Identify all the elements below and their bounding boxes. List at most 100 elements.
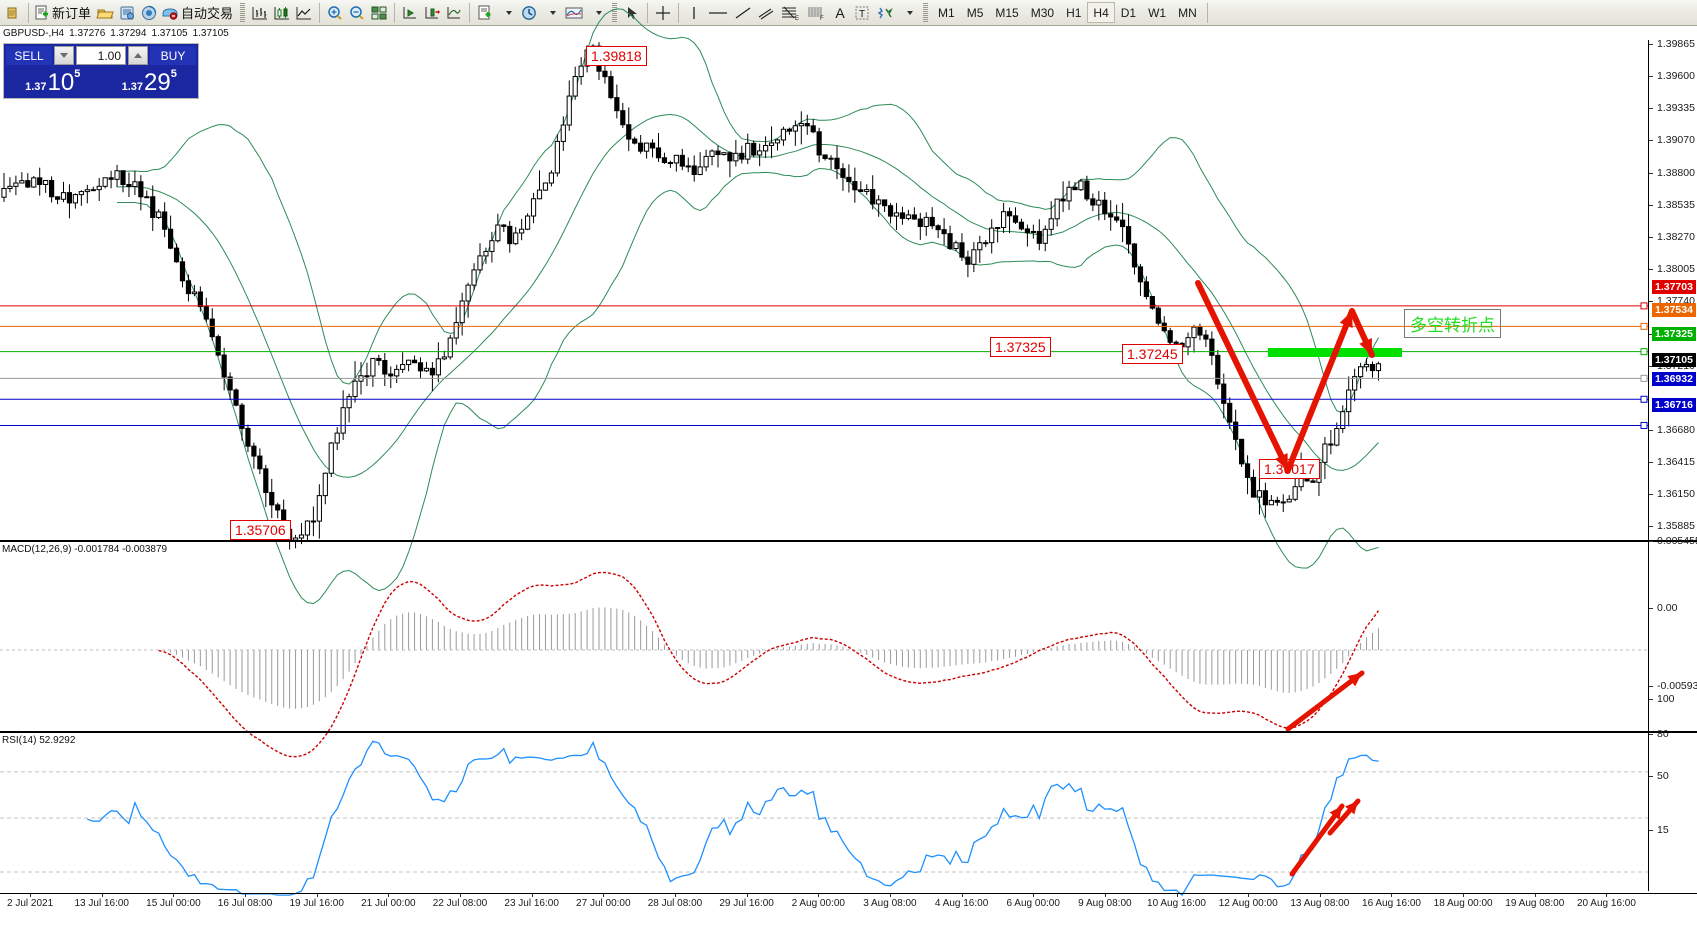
rsi-scale-tick bbox=[1649, 830, 1653, 831]
macd-scale-tick bbox=[1649, 686, 1653, 687]
timeframe-m30[interactable]: M30 bbox=[1030, 5, 1055, 20]
text-label-tool[interactable]: T bbox=[851, 1, 873, 25]
horizontal-line-tool[interactable] bbox=[705, 1, 731, 25]
macd-pane[interactable]: MACD(12,26,9) -0.001784 -0.003879 bbox=[0, 540, 1697, 758]
grid-tool[interactable]: F bbox=[803, 1, 829, 25]
autotrading-button[interactable]: 自动交易 bbox=[160, 1, 236, 25]
cursor-tool[interactable] bbox=[621, 1, 643, 25]
price-pane[interactable]: 多空转折点 1.398181.373251.372451.357061.3601… bbox=[0, 8, 1697, 605]
line-chart-button[interactable] bbox=[293, 1, 315, 25]
price-level-chip[interactable]: 1.37105 bbox=[1652, 353, 1696, 367]
price-level-chip[interactable]: 1.37325 bbox=[1652, 327, 1696, 341]
rsi-scale-label: 100 bbox=[1657, 693, 1675, 705]
macd-scale-label: 0.00 bbox=[1657, 602, 1678, 614]
crosshair-chart-button[interactable] bbox=[443, 1, 465, 25]
volume-input[interactable]: 1.00 bbox=[76, 46, 126, 65]
price-scale-tick bbox=[1649, 365, 1653, 367]
time-axis-tick bbox=[1534, 894, 1536, 897]
sell-button[interactable]: SELL bbox=[6, 46, 52, 65]
toolbar-separator-5 bbox=[647, 2, 649, 23]
price-callout-tag[interactable]: 1.37245 bbox=[1122, 344, 1183, 364]
timeframe-w1[interactable]: W1 bbox=[1148, 5, 1167, 20]
price-callout-tag[interactable]: 1.37325 bbox=[990, 337, 1051, 357]
vertical-line-tool[interactable] bbox=[683, 1, 705, 25]
bar-chart-button[interactable] bbox=[249, 1, 271, 25]
price-scale-label: 1.38270 bbox=[1657, 231, 1695, 244]
fibonacci-tool[interactable]: E bbox=[777, 1, 803, 25]
toolbar-gripper-3[interactable] bbox=[612, 2, 618, 23]
new-order-button[interactable]: 新订单 bbox=[33, 1, 94, 25]
data-window-button[interactable] bbox=[116, 1, 138, 25]
time-axis-tick bbox=[101, 894, 103, 897]
price-level-chip[interactable]: 1.36932 bbox=[1652, 372, 1696, 386]
time-axis-label: 16 Jul 08:00 bbox=[217, 898, 273, 909]
price-level-chip[interactable]: 1.37703 bbox=[1652, 280, 1696, 294]
time-axis-label: 2 Jul 2021 bbox=[7, 898, 54, 909]
toolbar-gripper-4[interactable] bbox=[923, 2, 929, 23]
period-button[interactable] bbox=[518, 1, 540, 25]
time-axis-tick bbox=[1033, 894, 1035, 897]
toolbar-gripper-2[interactable] bbox=[240, 2, 246, 23]
price-scale-tick bbox=[1649, 76, 1653, 78]
time-axis-label: 19 Jul 16:00 bbox=[289, 898, 344, 909]
time-axis-label: 20 Aug 16:00 bbox=[1576, 898, 1636, 909]
market-watch-button[interactable] bbox=[94, 1, 116, 25]
timeframe-group: M1 M5 M15 M30 H1 H4 D1 W1 MN bbox=[932, 2, 1212, 23]
buy-price-fraction: 5 bbox=[170, 68, 177, 80]
trendline-tool[interactable] bbox=[731, 1, 755, 25]
timeframe-d1[interactable]: D1 bbox=[1120, 5, 1137, 20]
price-level-chip[interactable]: 1.37534 bbox=[1652, 303, 1696, 317]
time-axis-label: 10 Aug 16:00 bbox=[1147, 898, 1206, 909]
candlestick-chart-button[interactable] bbox=[271, 1, 293, 25]
timeframe-m5[interactable]: M5 bbox=[966, 5, 984, 20]
price-callout-tag[interactable]: 1.35706 bbox=[230, 520, 291, 540]
toolbar-gripper-1[interactable] bbox=[2, 1, 24, 25]
sell-price-prefix: 1.37 bbox=[25, 81, 47, 93]
timeframe-m1[interactable]: M1 bbox=[938, 5, 955, 20]
templates-dropdown[interactable] bbox=[496, 1, 518, 25]
indicators-dropdown[interactable] bbox=[586, 1, 608, 25]
autoscroll-button[interactable] bbox=[421, 1, 443, 25]
timeframe-h4[interactable]: H4 bbox=[1087, 2, 1115, 23]
buy-price-pips: 29 bbox=[144, 69, 171, 96]
buy-price-quote[interactable]: 1.37 29 5 bbox=[103, 67, 197, 96]
time-axis-label: 13 Jul 16:00 bbox=[74, 898, 129, 909]
timeframe-h1[interactable]: H1 bbox=[1066, 5, 1082, 20]
time-axis-tick bbox=[30, 894, 32, 897]
period-dropdown[interactable] bbox=[540, 1, 562, 25]
macd-title: MACD(12,26,9) -0.001784 -0.003879 bbox=[2, 544, 168, 555]
volume-increment-button[interactable] bbox=[128, 46, 148, 65]
ohlc-low: 1.37105 bbox=[151, 28, 188, 39]
price-callout-tag[interactable]: 1.39818 bbox=[586, 46, 647, 66]
indicators-button[interactable] bbox=[562, 1, 586, 25]
zoom-out-button[interactable] bbox=[346, 1, 368, 25]
price-scale-divider bbox=[1648, 40, 1649, 891]
tile-windows-button[interactable] bbox=[368, 1, 390, 25]
chart-canvas[interactable]: 多空转折点 1.398181.373251.372451.357061.3601… bbox=[0, 8, 1697, 925]
buy-button[interactable]: BUY bbox=[150, 46, 196, 65]
one-click-trading-panel[interactable]: SELL 1.00 BUY 1.37 10 5 1.37 29 5 bbox=[3, 43, 199, 99]
volume-decrement-button[interactable] bbox=[54, 46, 74, 65]
svg-text:T: T bbox=[859, 9, 865, 20]
shapes-tool[interactable] bbox=[873, 1, 897, 25]
price-level-chip[interactable]: 1.36716 bbox=[1652, 398, 1696, 412]
toolbar-separator-3 bbox=[394, 2, 396, 23]
crosshair-tool[interactable] bbox=[652, 1, 674, 25]
chart-shift-button[interactable] bbox=[399, 1, 421, 25]
macd-series-layer bbox=[0, 571, 1648, 758]
channel-tool[interactable] bbox=[755, 1, 777, 25]
rsi-pane[interactable]: RSI(14) 52.9292 bbox=[0, 731, 1697, 897]
templates-button[interactable] bbox=[474, 1, 496, 25]
sell-price-quote[interactable]: 1.37 10 5 bbox=[6, 67, 100, 96]
rsi-scale-label: 80 bbox=[1657, 728, 1669, 740]
text-tool[interactable]: A bbox=[835, 4, 845, 21]
timeframe-mn[interactable]: MN bbox=[1178, 5, 1197, 20]
new-order-label: 新订单 bbox=[52, 6, 92, 21]
timeframe-m15[interactable]: M15 bbox=[995, 5, 1019, 20]
macd-scale-tick bbox=[1649, 541, 1653, 542]
zoom-in-button[interactable] bbox=[324, 1, 346, 25]
toolbar-separator-4 bbox=[469, 2, 471, 23]
time-axis-label: 23 Jul 16:00 bbox=[504, 898, 559, 909]
shapes-dropdown[interactable] bbox=[897, 1, 919, 25]
navigator-button[interactable] bbox=[138, 1, 160, 25]
